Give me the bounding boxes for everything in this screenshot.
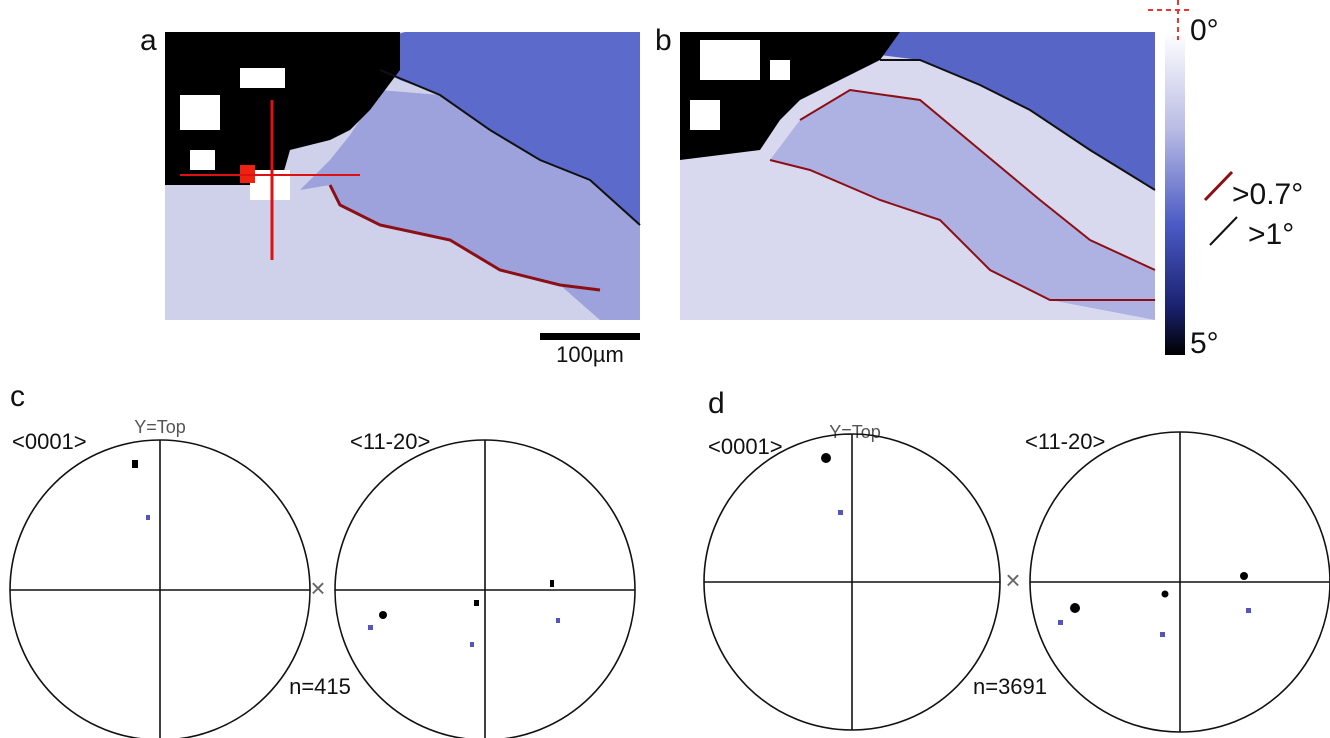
axis-note: Y=Top: [134, 417, 186, 437]
graphic: [1160, 632, 1165, 637]
graphic: ×: [1005, 565, 1020, 595]
graphic: [1209, 216, 1238, 246]
graphic: [379, 69, 641, 226]
graphic: [300, 90, 640, 320]
graphic: [180, 95, 220, 130]
graphic: [379, 611, 387, 619]
graphic: [550, 580, 554, 587]
scale-label: 100µm: [556, 342, 624, 367]
map-a: [165, 32, 641, 320]
graphic: [770, 60, 790, 80]
graphic: [146, 515, 150, 520]
count: n=3691: [973, 674, 1047, 699]
colorbar-top: 0°: [1190, 14, 1219, 47]
graphic: [770, 90, 1155, 320]
graphic: [700, 40, 760, 80]
graphic: [368, 625, 373, 630]
graphic: [860, 32, 1155, 190]
pole-title: <11-20>: [350, 429, 430, 454]
graphic: [1246, 608, 1251, 613]
graphic: [1240, 572, 1248, 580]
scale-bar: [540, 333, 640, 340]
graphic: [1203, 170, 1234, 202]
pole-title: <0001>: [12, 429, 87, 454]
graphic: [799, 88, 1156, 271]
panel-label: a: [140, 24, 157, 57]
pole-title: <0001>: [708, 434, 783, 459]
graphic: [1058, 620, 1063, 625]
graphic: [880, 59, 1156, 191]
panel-label: d: [708, 387, 725, 420]
graphic: [1161, 590, 1169, 598]
graphic: [165, 32, 400, 185]
axis-note: Y=Top: [829, 422, 881, 442]
graphic: [240, 68, 285, 88]
graphic: [474, 600, 479, 606]
graphic: [132, 460, 138, 468]
graphic: [838, 510, 843, 515]
legend-black: >1°: [1248, 218, 1294, 251]
graphic: ×: [310, 573, 325, 603]
colorbar-bottom: 5°: [1190, 327, 1219, 360]
pole-title: <11-20>: [1025, 429, 1105, 454]
panel-label: c: [10, 380, 25, 413]
graphic: [556, 618, 560, 623]
graphic: [1070, 603, 1080, 613]
legend-red: >0.7°: [1232, 178, 1303, 211]
graphic: [821, 453, 831, 463]
panel-label: b: [655, 24, 672, 57]
colorbar: [1165, 32, 1185, 355]
graphic: [690, 100, 720, 130]
graphic: [470, 642, 474, 647]
map-b: [680, 32, 1156, 320]
graphic: [380, 32, 640, 225]
count: n=415: [289, 674, 351, 699]
graphic: [769, 159, 1155, 301]
graphic: [190, 150, 215, 170]
graphic: [328, 184, 601, 292]
